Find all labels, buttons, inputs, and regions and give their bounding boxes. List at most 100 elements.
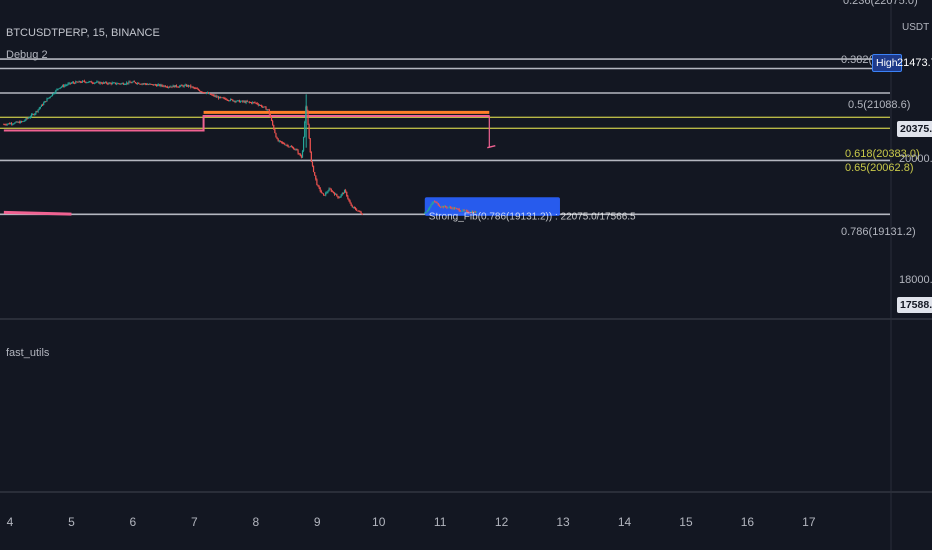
candle-body-187: [210, 93, 212, 95]
study-label-fast-utils[interactable]: fast_utils: [6, 347, 50, 359]
candle-body-185: [207, 92, 210, 94]
candle-body-215: [241, 100, 243, 102]
candle-body-177: [199, 90, 201, 92]
x-tick-label-4: 8: [252, 515, 259, 529]
candle-body-275: [307, 111, 309, 125]
candle-body-18: [23, 120, 25, 122]
candle-body-140: [158, 84, 160, 86]
candle2-body-6: [431, 202, 433, 205]
symbol-title[interactable]: BTCUSDTPERP, 15, BINANCE: [6, 27, 160, 39]
candle-body-228: [255, 102, 257, 104]
candle-body-302: [337, 195, 339, 198]
candle2-body-21: [449, 206, 452, 208]
candle-body-85: [97, 81, 99, 83]
candle-body-110: [124, 83, 127, 85]
candle-body-22: [27, 117, 29, 119]
candle-body-192: [215, 95, 217, 97]
candle-body-295: [329, 188, 331, 190]
candle-body-166: [186, 85, 189, 87]
candle2-body-32: [463, 209, 465, 211]
candle-body-114: [129, 81, 131, 83]
candle-body-214: [239, 101, 242, 103]
candle-body-81: [92, 83, 95, 84]
candle-body-73: [84, 80, 86, 82]
candle-body-54: [62, 85, 65, 87]
candle-body-182: [204, 92, 206, 94]
candle-body-235: [263, 106, 265, 108]
fib-label-4: 0.65(20062.8): [845, 162, 914, 174]
fib-label-6: 1(17566.5): [851, 317, 904, 329]
candle-body-36: [43, 102, 45, 106]
candle-body-91: [103, 82, 106, 84]
candle-body-184: [206, 92, 208, 94]
candle-body-59: [68, 82, 70, 84]
candle-body-65: [75, 81, 77, 84]
candle-body-186: [208, 93, 211, 95]
candle-body-227: [254, 102, 256, 104]
candle-body-297: [331, 191, 333, 193]
candle-body-163: [183, 85, 185, 87]
candle-body-158: [178, 86, 180, 88]
candle-body-315: [351, 205, 353, 208]
x-tick-label-9: 13: [556, 515, 570, 529]
candle-body-178: [200, 91, 202, 93]
candle-body-264: [295, 149, 297, 150]
candle-body-29: [35, 111, 37, 114]
candle2-body-14: [441, 206, 443, 208]
candle-body-101: [114, 82, 117, 84]
candle-body-87: [99, 82, 101, 84]
candle-body-111: [126, 82, 128, 84]
candle2-body-42: [475, 211, 478, 213]
candle-body-120: [135, 83, 138, 84]
candle-body-130: [147, 84, 149, 86]
candle-body-70: [80, 82, 82, 84]
candle-body-203: [227, 100, 229, 101]
candle-body-213: [238, 100, 241, 103]
candle-body-61: [70, 82, 72, 84]
candle-body-196: [220, 96, 222, 98]
candle-body-277: [309, 138, 311, 153]
study-label-debug[interactable]: Debug 2: [6, 49, 48, 61]
candle-body-52: [60, 86, 62, 88]
candle-body-200: [224, 98, 226, 99]
candle-body-165: [185, 84, 187, 87]
candle-body-212: [237, 100, 239, 102]
candle-body-40: [47, 98, 49, 100]
candle-body-255: [285, 144, 287, 146]
candle-body-157: [176, 86, 179, 88]
candle-body-285: [318, 185, 320, 188]
candle-body-43: [50, 95, 53, 97]
candle2-body-25: [454, 208, 457, 210]
candle-body-44: [51, 93, 54, 96]
candle-body-198: [222, 97, 224, 99]
candle2-body-10: [436, 202, 438, 204]
candle-body-249: [278, 140, 280, 142]
candle-body-171: [192, 86, 194, 88]
candle-body-179: [201, 91, 203, 93]
candle-body-258: [288, 146, 290, 148]
candle-body-145: [163, 85, 165, 87]
candle-body-290: [324, 194, 326, 196]
x-tick-label-8: 12: [495, 515, 509, 529]
candle-body-173: [194, 88, 196, 89]
candle-body-137: [154, 84, 156, 86]
candle2-body-26: [456, 208, 458, 210]
x-tick-label-3: 7: [191, 515, 198, 529]
candle-body-146: [164, 85, 166, 87]
candle-body-291: [325, 192, 327, 196]
candle-body-270: [301, 150, 304, 158]
candle-body-134: [151, 84, 153, 85]
candle-body-197: [221, 97, 223, 99]
candle-body-37: [44, 101, 46, 103]
candle-body-281: [314, 171, 316, 176]
candle-body-27: [33, 114, 35, 115]
candle-body-112: [127, 82, 129, 84]
candle-body-58: [67, 83, 69, 85]
candle2-body-39: [472, 211, 474, 214]
candle-body-263: [294, 149, 296, 151]
candle-body-271: [303, 136, 305, 151]
candle-body-45: [53, 93, 55, 95]
candle-body-88: [100, 82, 102, 84]
candle-body-4: [7, 123, 9, 125]
